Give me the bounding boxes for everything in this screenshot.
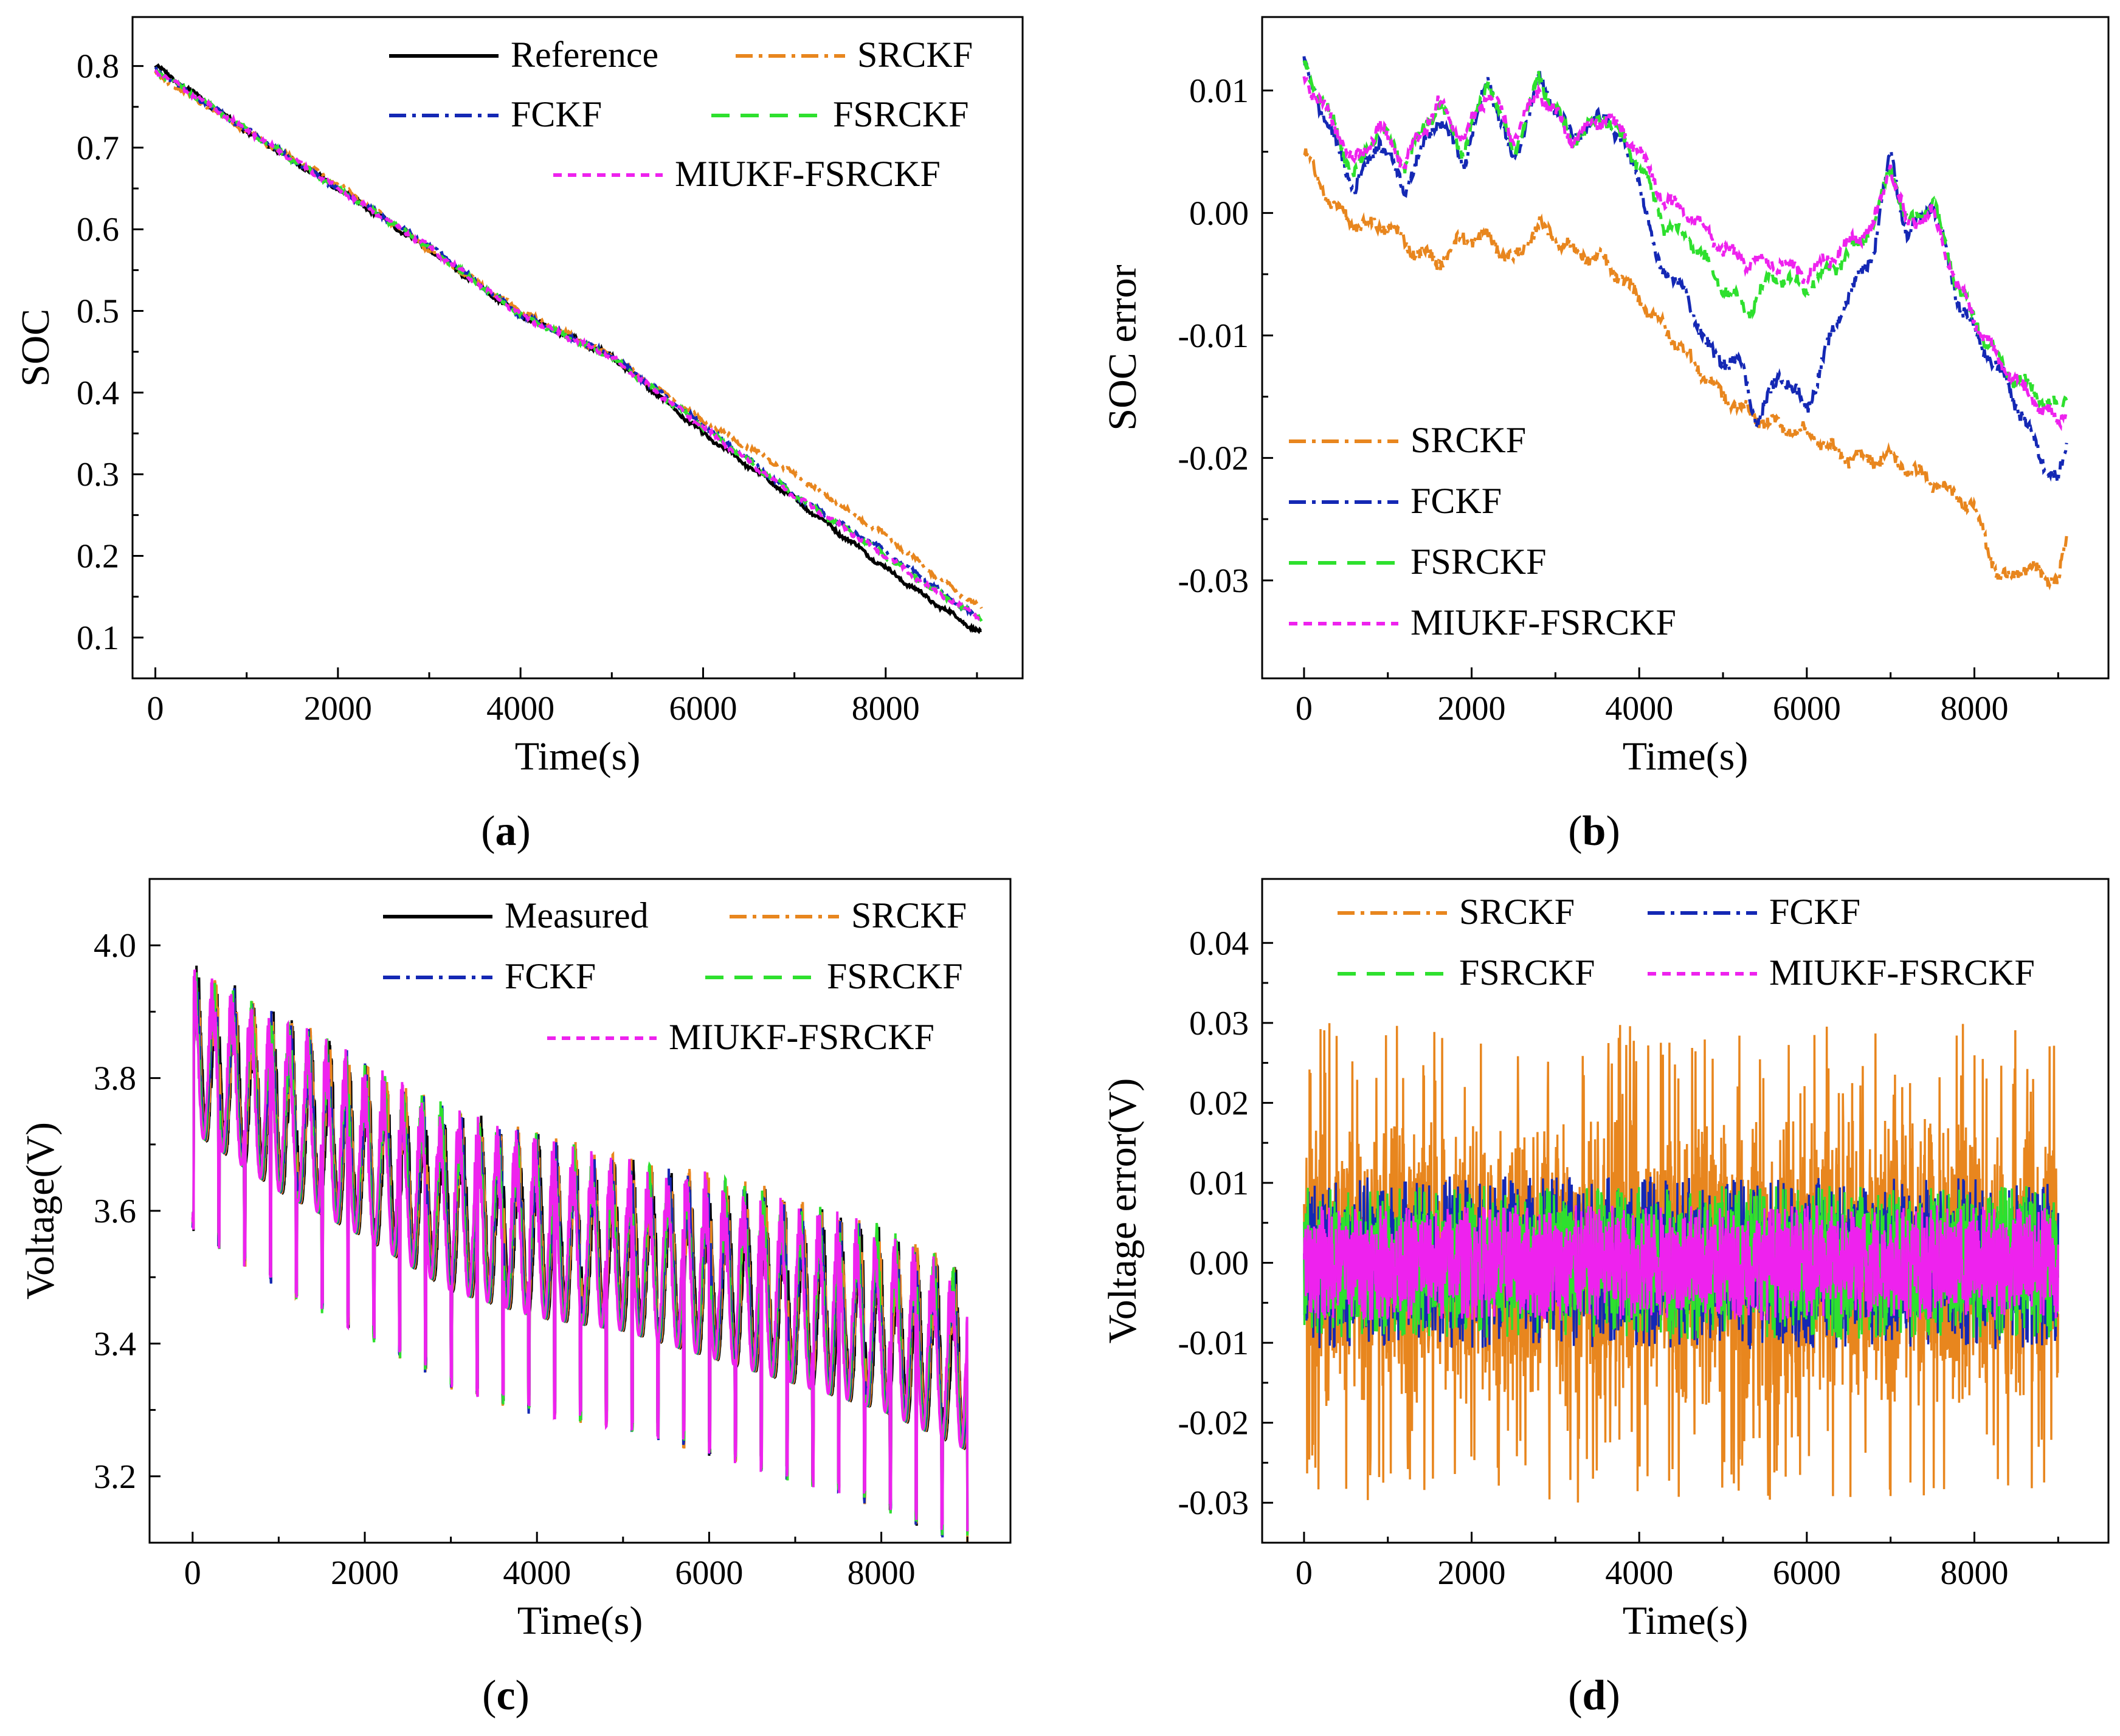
panel-c: 0 2000 4000 6000 8000 3.2 3.4 3.6 3.8 4.0 Time(s) V… [18, 878, 1012, 1719]
y-tick-label: 0.03 [1189, 1005, 1249, 1042]
legend-label-srckf: SRCKF [851, 895, 967, 935]
legend-c: Measured SRCKF FCKF FSRCKF MIUKF-FSRCKF [383, 895, 967, 1057]
series-line-fsrckf [1302, 60, 2068, 412]
y-tick-label: 0.7 [77, 129, 119, 167]
y-tick-label: 0.01 [1189, 1165, 1249, 1202]
legend-label-fckf: FCKF [1769, 892, 1860, 932]
y-tick-label: 0.02 [1189, 1084, 1249, 1122]
plot-area-a [154, 63, 983, 635]
x-tick-label: 0 [147, 690, 164, 728]
legend-label-fsrckf: FSRCKF [833, 94, 969, 134]
y-axis-title: SOC [13, 309, 58, 387]
y-tick-label: 0.04 [1189, 925, 1249, 962]
y-tick-label: 0.5 [77, 293, 119, 331]
x-tick-label: 4000 [1605, 1554, 1673, 1592]
series-line-miukf-fsrckf [1303, 1205, 2060, 1321]
panel-d: 0 2000 4000 6000 8000 -0.03 -0.02 -0.01 0.00 0.01… [1100, 878, 2110, 1719]
x-tick-label: 8000 [1940, 690, 2008, 728]
x-tick-label: 0 [1296, 690, 1313, 728]
legend-label-miukf-fsrckf: MIUKF-FSRCKF [675, 154, 941, 194]
x-tick-label: 2000 [1438, 690, 1506, 728]
legend-label-miukf-fsrckf: MIUKF-FSRCKF [1410, 602, 1676, 642]
y-tick-label: 3.4 [94, 1325, 136, 1363]
x-tick-label: 6000 [1773, 690, 1841, 728]
x-tick-label: 6000 [1773, 1554, 1841, 1592]
series-line-miukf-fsrckf [154, 69, 983, 622]
y-tick-label: 0.00 [1189, 195, 1249, 232]
legend-d: SRCKF FCKF FSRCKF MIUKF-FSRCKF [1338, 892, 2035, 993]
x-tick-label: 4000 [1605, 690, 1673, 728]
x-tick-label: 0 [1296, 1554, 1313, 1592]
legend-label-fsrckf: FSRCKF [1459, 952, 1595, 993]
legend-label-fsrckf: FSRCKF [827, 956, 962, 996]
y-tick-label: -0.02 [1178, 1405, 1249, 1442]
legend-b: SRCKF FCKF FSRCKF MIUKF-FSRCKF [1289, 420, 1676, 642]
legend-label-srckf: SRCKF [857, 35, 973, 75]
y-tick-label: -0.03 [1178, 1484, 1249, 1522]
panel-caption-d: (d) [1568, 1672, 1620, 1719]
y-tick-label: 3.2 [94, 1458, 136, 1496]
x-tick-label: 8000 [848, 1554, 916, 1592]
x-tick-label: 8000 [852, 690, 920, 728]
panel-a: 0 2000 4000 6000 8000 0.1 0.2 0.3 0.4 0.5 0.6 0.7 0.… [13, 16, 1024, 855]
x-tick-label: 2000 [304, 690, 372, 728]
legend-label-fsrckf: FSRCKF [1410, 542, 1546, 582]
panel-b: 0 2000 4000 6000 8000 -0.03 -0.02 -0.01 0.00 0.01… [1100, 16, 2110, 855]
axes-frame-b [1261, 16, 2110, 680]
legend-label-srckf: SRCKF [1459, 892, 1575, 932]
panel-caption-a: (a) [481, 808, 531, 855]
y-axis-title: Voltage(V) [18, 1122, 63, 1300]
y-tick-label: 0.2 [77, 538, 119, 576]
x-tick-label: 2000 [331, 1554, 399, 1592]
legend-label-reference: Reference [511, 35, 658, 75]
x-axis-title: Time(s) [515, 734, 641, 779]
series-line-miukf-fsrckf [191, 969, 969, 1532]
x-tick-label: 4000 [486, 690, 554, 728]
y-tick-label: 0.01 [1189, 72, 1249, 110]
panel-caption-c: (c) [482, 1672, 530, 1719]
axes-frame-d [1261, 878, 2110, 1544]
plot-area-d [1303, 1023, 2060, 1503]
plot-area-c [191, 965, 969, 1543]
legend-a: Reference SRCKF FCKF FSRCKF MIUKF-FSRCKF [389, 35, 973, 194]
plot-area-b [1302, 56, 2068, 591]
axes-frame-a [131, 16, 1024, 680]
legend-label-miukf-fsrckf: MIUKF-FSRCKF [669, 1017, 934, 1057]
x-axis-title: Time(s) [517, 1599, 643, 1643]
y-tick-label: 0.6 [77, 211, 119, 249]
x-tick-label: 6000 [675, 1554, 743, 1592]
panel-caption-b: (b) [1568, 808, 1620, 855]
y-tick-label: 0.00 [1189, 1245, 1249, 1283]
x-tick-label: 0 [184, 1554, 201, 1592]
x-tick-label: 8000 [1940, 1554, 2008, 1592]
y-tick-label: 4.0 [94, 927, 136, 965]
y-tick-label: -0.01 [1178, 317, 1249, 355]
y-axis-title: Voltage error(V) [1100, 1078, 1145, 1344]
x-axis-title: Time(s) [1623, 1599, 1749, 1643]
x-tick-label: 4000 [503, 1554, 571, 1592]
series-line-miukf-fsrckf [1302, 76, 2068, 432]
legend-label-measured: Measured [505, 895, 649, 935]
x-tick-label: 6000 [669, 690, 737, 728]
y-tick-label: -0.01 [1178, 1324, 1249, 1362]
y-tick-label: 3.6 [94, 1193, 136, 1230]
y-tick-label: 0.1 [77, 619, 119, 657]
x-axis-title: Time(s) [1623, 734, 1749, 779]
legend-label-srckf: SRCKF [1410, 420, 1526, 460]
series-line-srckf [1303, 148, 2068, 591]
legend-label-miukf-fsrckf: MIUKF-FSRCKF [1769, 952, 2035, 993]
x-tick-label: 2000 [1438, 1554, 1506, 1592]
y-tick-label: 0.8 [77, 48, 119, 86]
y-tick-label: -0.02 [1178, 439, 1249, 477]
legend-label-fckf: FCKF [1410, 481, 1502, 521]
y-tick-label: 0.3 [77, 456, 119, 494]
legend-label-fckf: FCKF [505, 956, 596, 996]
y-tick-label: 3.8 [94, 1060, 136, 1098]
legend-label-fckf: FCKF [511, 94, 602, 134]
y-axis-title: SOC error [1100, 264, 1145, 430]
y-tick-label: 0.4 [77, 374, 119, 412]
y-tick-label: -0.03 [1178, 562, 1249, 600]
